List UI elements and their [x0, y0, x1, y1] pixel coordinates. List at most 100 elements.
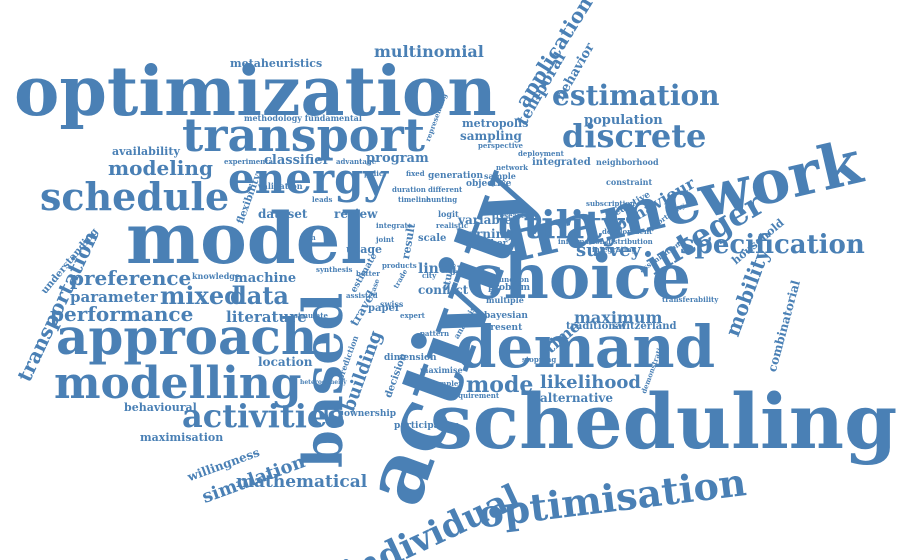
cloud-word: bayesian — [484, 311, 528, 321]
cloud-word: swiss — [380, 299, 404, 309]
cloud-word: dimension — [384, 353, 437, 363]
cloud-word: switzerland — [612, 321, 677, 332]
cloud-word: methodology fundamental — [244, 113, 362, 123]
cloud-word: mixed — [160, 281, 241, 310]
cloud-word: products — [382, 261, 417, 270]
cloud-word: demand — [456, 313, 716, 381]
cloud-word: learning — [456, 227, 513, 241]
cloud-word: duration — [392, 185, 426, 194]
cloud-word: alternative — [540, 391, 614, 405]
cloud-word: maximum — [574, 308, 663, 327]
cloud-word: maximisation — [140, 431, 224, 444]
cloud-word: fixed — [406, 169, 425, 178]
cloud-word: heterogeneity — [300, 379, 347, 386]
cloud-word: likelihood — [540, 372, 641, 393]
cloud-word: activities — [182, 397, 346, 435]
cloud-word: sampling — [460, 129, 522, 143]
cloud-word: expert — [400, 311, 425, 320]
cloud-word: traditional — [566, 321, 626, 332]
cloud-word: experimental — [224, 157, 276, 166]
cloud-word: generation — [428, 171, 483, 181]
cloud-word: advantage — [336, 157, 377, 166]
cloud-word: performance — [50, 302, 194, 326]
cloud-word: discrete — [562, 117, 707, 155]
cloud-word: logit — [438, 209, 459, 219]
cloud-word: transport — [182, 108, 425, 162]
cloud-word: complex — [430, 379, 463, 388]
cloud-word: multinomial — [374, 42, 484, 61]
cloud-word: different — [428, 185, 463, 194]
cloud-word: stopping — [522, 355, 557, 364]
cloud-word: linear — [418, 261, 465, 277]
cloud-word: program — [366, 151, 429, 166]
cloud-word: present — [484, 323, 523, 333]
cloud-word: approach — [56, 307, 318, 366]
cloud-word: neighborhood — [596, 157, 659, 167]
cloud-word: modeling — [108, 156, 213, 180]
cloud-word: sample — [484, 171, 516, 181]
cloud-word: synthesis — [316, 265, 353, 274]
cloud-word: perspective — [478, 141, 524, 150]
cloud-word: multiple — [486, 295, 524, 305]
cloud-word: schedule — [40, 174, 230, 219]
cloud-word: data — [230, 281, 289, 310]
cloud-word: utility — [496, 202, 625, 247]
cloud-word: participation — [394, 421, 460, 431]
cloud-word: leads — [312, 195, 333, 204]
cloud-word: integrate — [376, 221, 413, 230]
cloud-word: development — [602, 227, 653, 236]
cloud-word: better — [356, 269, 380, 278]
cloud-word: transferability — [662, 295, 719, 304]
cloud-word: joint — [376, 235, 395, 244]
cloud-word: deployment — [518, 149, 564, 158]
cloud-word: preference — [70, 266, 192, 290]
cloud-word: knowledge — [192, 271, 240, 281]
cloud-word: assisted — [346, 291, 378, 300]
cloud-word: integrated — [532, 157, 591, 168]
cloud-word: rich — [300, 233, 316, 242]
cloud-word: information — [558, 237, 605, 246]
cloud-word: availability — [112, 145, 180, 158]
cloud-word: objective — [466, 179, 512, 189]
cloud-word: energy — [228, 154, 388, 203]
cloud-word: timeline — [398, 195, 431, 204]
cloud-word: policy — [364, 169, 388, 178]
cloud-word: location — [258, 355, 313, 369]
cloud-word: machine — [234, 271, 297, 286]
cloud-word: number — [468, 239, 508, 249]
cloud-word: network — [496, 163, 529, 172]
cloud-word: pattern — [420, 329, 450, 338]
cloud-word: mathematical — [236, 472, 368, 492]
cloud-word: scale — [418, 233, 447, 244]
cloud-word: hunting — [426, 195, 458, 204]
cloud-word: scheduling — [430, 377, 898, 466]
cloud-word: model — [126, 197, 367, 280]
cloud-word: variable — [458, 213, 512, 227]
cloud-word: review — [334, 207, 378, 221]
cloud-word: paper — [368, 303, 401, 314]
cloud-word: usage — [346, 243, 383, 256]
cloud-word: metaheuristics — [230, 57, 323, 70]
cloud-word: parameter — [70, 288, 158, 306]
cloud-word: distribution — [606, 237, 653, 246]
cloud-word: function — [496, 275, 530, 284]
cloud-word: maximise — [420, 365, 463, 375]
cloud-word: research — [496, 211, 531, 220]
cloud-word: order — [450, 267, 475, 277]
cloud-word: realistic — [436, 221, 469, 230]
cloud-word: mode — [466, 372, 534, 398]
cloud-word: subscription — [586, 199, 636, 208]
cloud-word: metropolis — [462, 117, 529, 130]
cloud-word: case — [367, 277, 382, 297]
cloud-word: ownership — [344, 409, 397, 419]
cloud-word: dataset — [258, 207, 308, 221]
cloud-word: conflict — [418, 283, 469, 297]
cloud-word: literature — [226, 308, 307, 326]
cloud-word: requirement — [450, 391, 500, 400]
cloud-word: specification — [680, 230, 865, 260]
cloud-word: validation — [258, 181, 303, 191]
cloud-word: modelling — [54, 358, 302, 409]
cloud-word: classifier — [264, 153, 330, 168]
cloud-word: city — [422, 271, 437, 280]
cloud-word: estimation — [552, 79, 720, 112]
